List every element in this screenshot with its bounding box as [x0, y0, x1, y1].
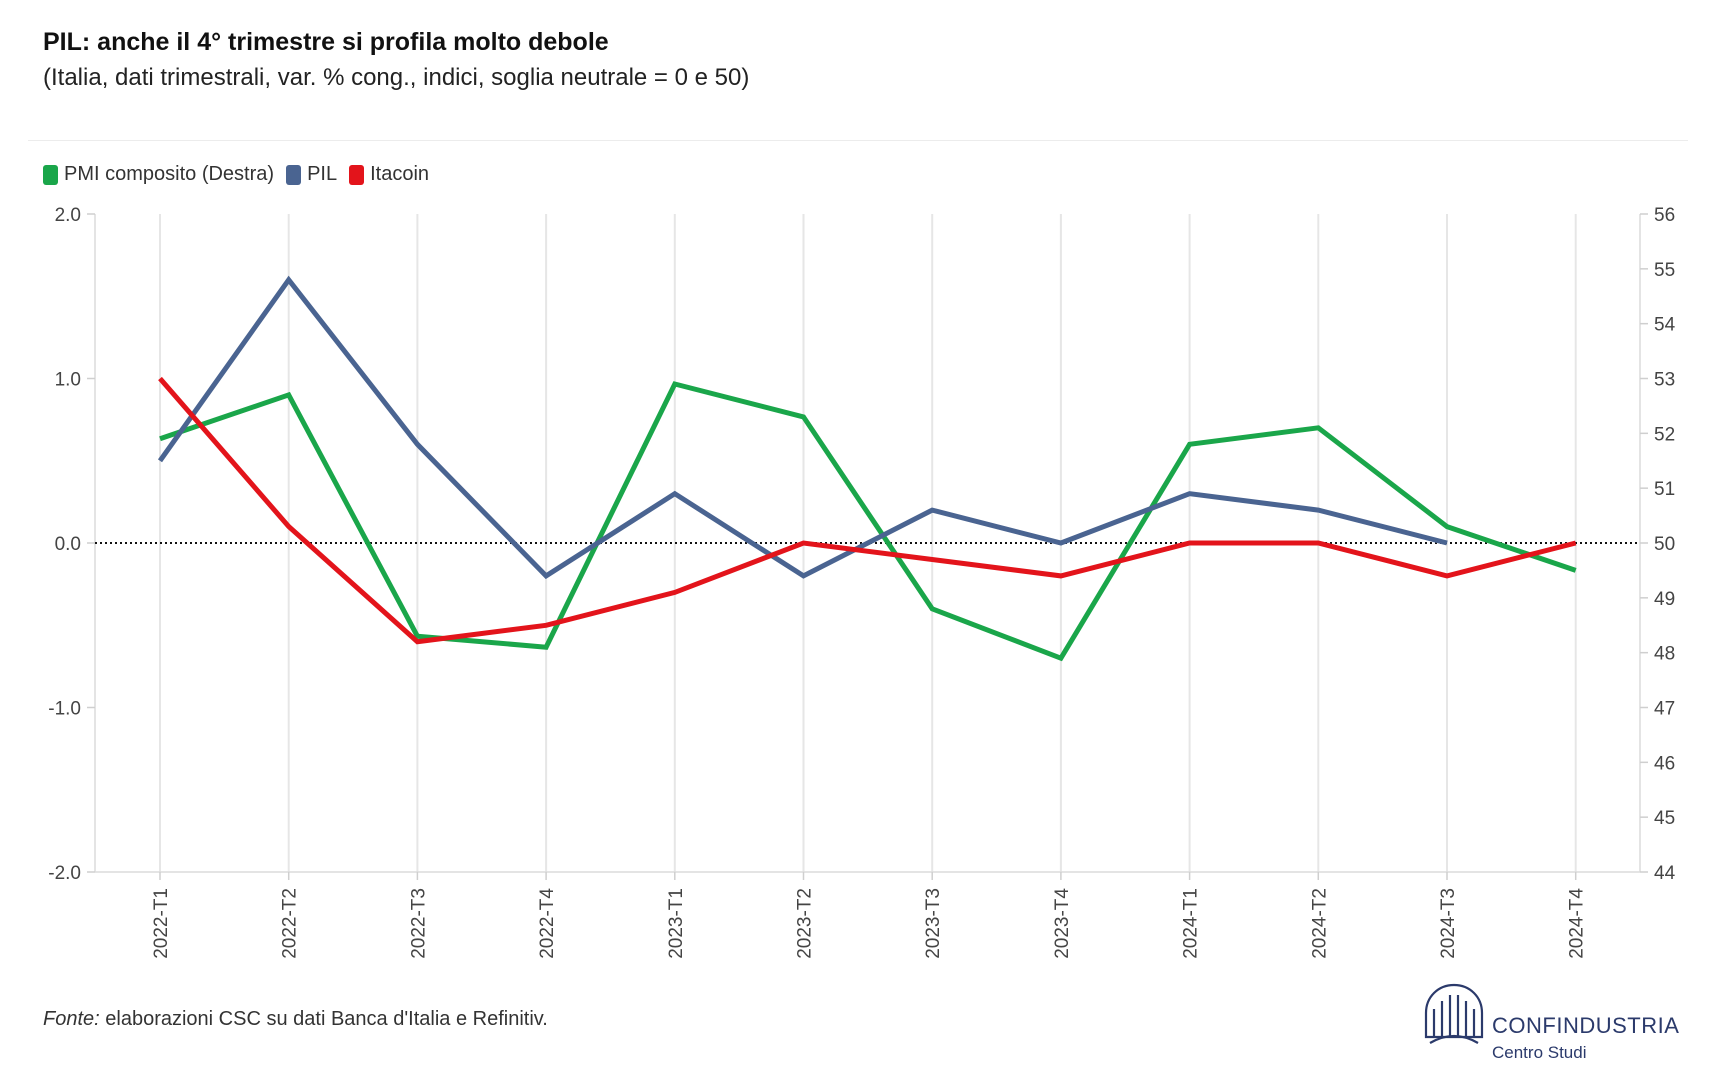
axes [87, 213, 1648, 880]
source-label: Fonte: [43, 1008, 100, 1030]
legend-swatch-pil [286, 164, 302, 185]
left-tick-label: 2.0 [55, 205, 81, 226]
legend-label-pmi: PMI composito (Destra) [64, 163, 275, 185]
tick-labels: 2.0 1.0 0.0 -1.0 -2.0 56 55 54 53 52 51 50 49 48 47 46 4… [48, 205, 1675, 959]
legend-swatch-pmi [43, 164, 58, 185]
right-tick-label: 50 [1654, 534, 1675, 555]
right-tick-label: 54 [1654, 315, 1676, 336]
series-line-pmi [159, 381, 1577, 662]
series-line-itacoin [158, 376, 1577, 645]
confindustria-logo: CONFINDUSTRIA Centro Studi [1420, 975, 1690, 1070]
left-tick-label: 1.0 [55, 370, 81, 391]
source-note: Fonte: elaborazioni CSC su dati Banca d'… [43, 1008, 548, 1031]
right-tick-label: 52 [1654, 424, 1675, 445]
right-tick-label: 51 [1654, 479, 1675, 500]
x-tick-label: 2022-T1 [151, 888, 172, 959]
right-tick-label: 55 [1654, 260, 1675, 281]
right-tick-label: 53 [1654, 370, 1675, 391]
x-tick-label: 2024-T2 [1309, 888, 1330, 959]
chart-title: PIL: anche il 4° trimestre si profila mo… [43, 28, 609, 56]
legend-label-pil: PIL [307, 163, 338, 185]
series-line-pil [157, 275, 1448, 580]
logo-subtitle: Centro Studi [1492, 1043, 1587, 1062]
chart-legend: PMI composito (Destra) PIL Itacoin [43, 163, 441, 186]
legend-item-itacoin[interactable]: Itacoin [349, 163, 429, 186]
left-tick-label: -1.0 [48, 699, 81, 720]
source-text: elaborazioni CSC su dati Banca d'Italia … [105, 1008, 548, 1030]
right-tick-label: 46 [1654, 753, 1675, 774]
x-tick-label: 2022-T3 [408, 888, 429, 959]
logo-name: CONFINDUSTRIA [1492, 1013, 1680, 1038]
logo-shell-icon [1424, 983, 1484, 1044]
x-tick-label: 2023-T4 [1052, 888, 1073, 959]
left-tick-label: 0.0 [55, 534, 81, 555]
x-tick-label: 2022-T2 [280, 888, 301, 959]
x-tick-label: 2023-T1 [666, 888, 687, 959]
x-tick-label: 2024-T1 [1181, 888, 1202, 959]
right-tick-label: 56 [1654, 205, 1675, 226]
right-tick-label: 49 [1654, 589, 1675, 610]
right-tick-label: 48 [1654, 644, 1675, 665]
left-tick-label: -2.0 [48, 863, 81, 884]
x-tick-label: 2022-T4 [537, 888, 558, 959]
header-divider [28, 140, 1688, 141]
legend-item-pmi[interactable]: PMI composito (Destra) [43, 163, 274, 186]
x-tick-label: 2023-T2 [795, 888, 816, 959]
legend-swatch-itacoin [349, 164, 365, 185]
line-chart: 2.0 1.0 0.0 -1.0 -2.0 56 55 54 53 52 51 50 49 48 47 46 4… [48, 205, 1675, 959]
x-tick-label: 2023-T3 [923, 888, 944, 959]
x-tick-label: 2024-T4 [1567, 888, 1588, 959]
legend-label-itacoin: Itacoin [370, 163, 430, 185]
right-tick-label: 45 [1654, 808, 1675, 829]
series-lines [157, 275, 1577, 662]
x-tick-label: 2024-T3 [1438, 888, 1459, 959]
legend-item-pil[interactable]: PIL [286, 163, 337, 186]
right-tick-label: 44 [1654, 863, 1676, 884]
right-tick-label: 47 [1654, 699, 1675, 720]
chart-subtitle: (Italia, dati trimestrali, var. % cong.,… [43, 64, 750, 91]
